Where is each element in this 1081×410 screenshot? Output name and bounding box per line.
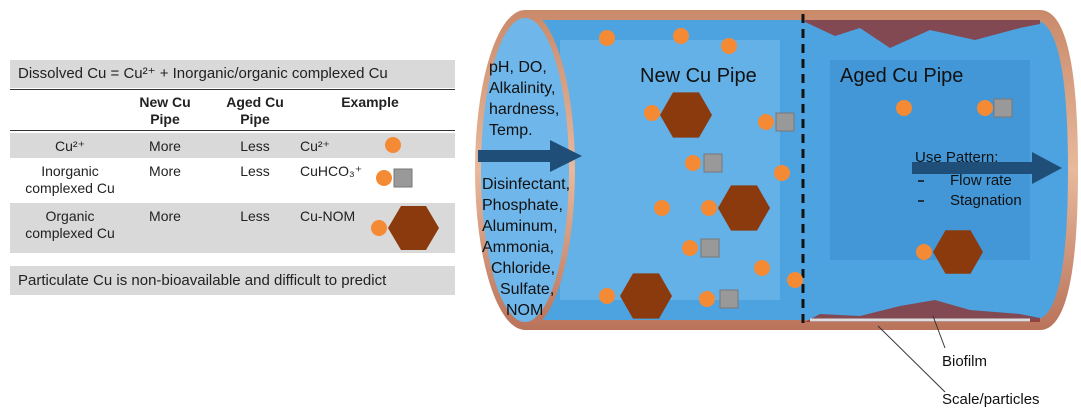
nom-complex xyxy=(718,185,770,231)
inlet-factor: Sulfate, xyxy=(500,281,554,298)
cu-ion xyxy=(682,240,698,256)
ligand xyxy=(700,238,720,258)
callout: Biofilm xyxy=(942,353,987,370)
cu-ion xyxy=(916,244,932,260)
row-bg xyxy=(10,133,455,158)
ligand xyxy=(719,289,739,309)
use-pattern-item: Flow rate xyxy=(950,172,1012,189)
biofilm-bottom xyxy=(805,300,1040,322)
rule xyxy=(10,89,455,90)
table-title: Dissolved Cu = Cu²⁺ + Inorganic/organic … xyxy=(10,60,455,88)
col-header: New Cu Pipe xyxy=(139,94,191,127)
cu-ion xyxy=(644,105,660,121)
cu-ion xyxy=(673,28,689,44)
cu-ion xyxy=(699,291,715,307)
cu-ion xyxy=(787,272,803,288)
section-label: Aged Cu Pipe xyxy=(840,65,963,87)
pointer-line xyxy=(932,315,946,349)
cu-ion xyxy=(599,30,615,46)
cu-ion xyxy=(685,155,701,171)
inlet-factor: pH, DO, xyxy=(489,59,547,76)
col-header: Aged Cu Pipe xyxy=(226,94,284,127)
inlet-factor: NOM xyxy=(506,302,543,319)
table-cell: Less xyxy=(240,208,270,224)
cu-ion xyxy=(654,200,670,216)
inlet-factor: Chloride, xyxy=(491,260,555,277)
nom-complex xyxy=(933,230,983,274)
biofilm-top xyxy=(805,20,1040,48)
inlet-factor: Phosphate, xyxy=(482,197,563,214)
water-shade xyxy=(560,40,780,300)
inlet-factor: Alkalinity, xyxy=(489,80,555,97)
inlet-factor: Disinfectant, xyxy=(482,176,570,193)
table-cell: More xyxy=(149,208,181,224)
inlet-factor: hardness, xyxy=(489,101,559,118)
cu-ion xyxy=(599,288,615,304)
pointer-line xyxy=(877,325,946,393)
inlet-factor: Aluminum, xyxy=(482,218,558,235)
table-cell: Cu²⁺ xyxy=(300,138,330,154)
rule xyxy=(10,130,455,131)
callout: Scale/particles xyxy=(942,391,1040,408)
use-pattern-item: Stagnation xyxy=(950,192,1022,209)
cu-ion xyxy=(754,260,770,276)
table-cell: CuHCO₃⁺ xyxy=(300,163,363,179)
cu-ion xyxy=(977,100,993,116)
water-shade xyxy=(830,60,1030,260)
table-cell: Less xyxy=(240,138,270,154)
table-footer: Particulate Cu is non-bioavailable and d… xyxy=(10,266,455,295)
cu-ion xyxy=(758,114,774,130)
table-cell: More xyxy=(149,163,181,179)
table-cell: More xyxy=(149,138,181,154)
section-label: New Cu Pipe xyxy=(640,65,757,87)
inlet-factor: Ammonia, xyxy=(482,239,554,256)
inlet-factor: Temp. xyxy=(489,122,533,139)
table-cell: Less xyxy=(240,163,270,179)
inflow-arrow xyxy=(478,140,582,172)
row-label: Organic complexed Cu xyxy=(25,208,115,241)
row-label: Cu²⁺ xyxy=(55,138,85,154)
table-cell: Cu-NOM xyxy=(300,208,356,224)
ligand xyxy=(993,98,1013,118)
nom-complex xyxy=(660,92,712,138)
cu-ion xyxy=(896,100,912,116)
ligand xyxy=(703,153,723,173)
pipe-opening xyxy=(481,18,569,322)
particles xyxy=(599,28,1013,319)
nom-complex xyxy=(620,273,672,319)
cu-ion xyxy=(721,38,737,54)
cu-ion xyxy=(701,200,717,216)
cu-ion xyxy=(774,165,790,181)
ligand xyxy=(775,112,795,132)
col-header: Example xyxy=(341,94,399,110)
use-pattern-title: Use Pattern: xyxy=(915,149,998,166)
flow-arrow xyxy=(912,152,1062,184)
row-label: Inorganic complexed Cu xyxy=(25,163,115,196)
